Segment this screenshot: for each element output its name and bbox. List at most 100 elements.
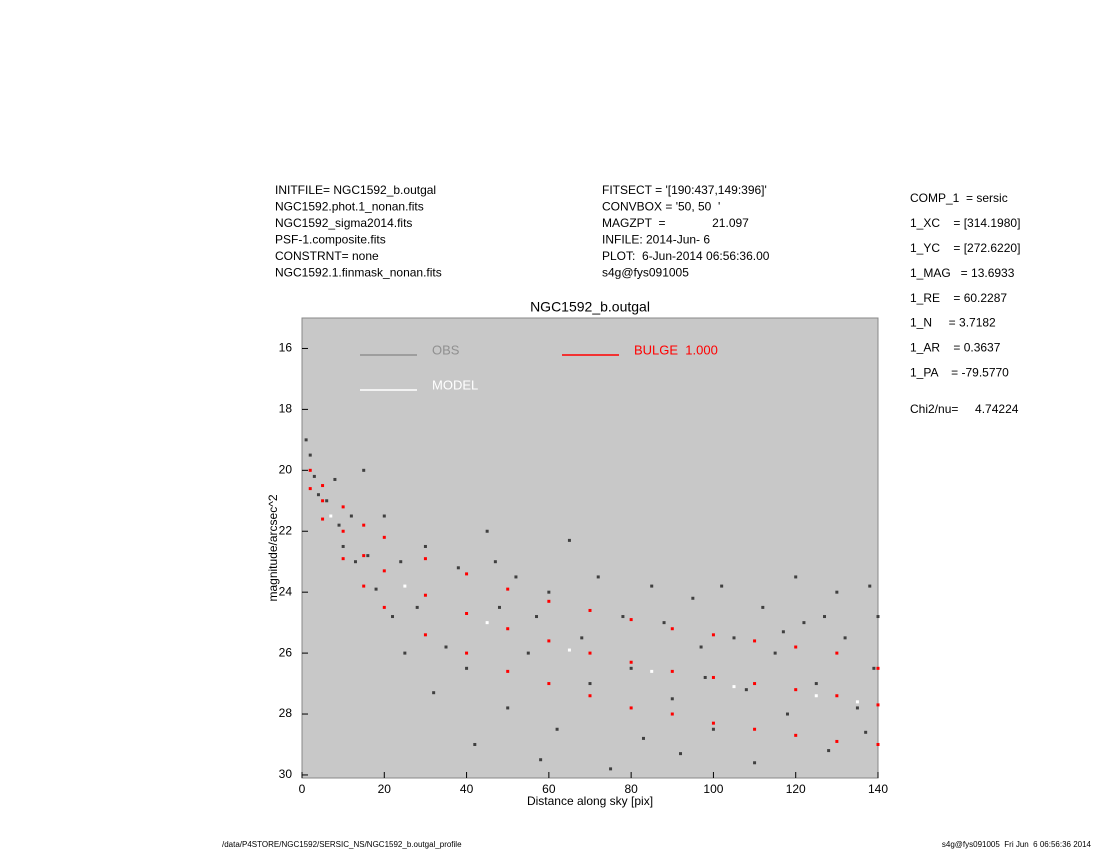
header-left-line: NGC1592.1.finmask_nonan.fits bbox=[275, 266, 442, 280]
point bbox=[876, 703, 880, 707]
legend-label: BULGE 1.000 bbox=[634, 342, 718, 357]
x-tick-label: 140 bbox=[868, 782, 888, 796]
parameter-line: 1_RE = 60.2287 bbox=[910, 291, 1007, 305]
point bbox=[403, 651, 407, 655]
point bbox=[711, 633, 715, 637]
point bbox=[629, 666, 633, 670]
point bbox=[876, 666, 880, 670]
plot-area bbox=[301, 317, 879, 779]
point bbox=[465, 611, 469, 615]
point bbox=[362, 584, 366, 588]
point bbox=[514, 575, 518, 579]
point bbox=[506, 669, 510, 673]
point bbox=[362, 468, 366, 472]
point bbox=[711, 727, 715, 731]
point bbox=[609, 767, 613, 771]
point bbox=[465, 572, 469, 576]
y-tick-label: 30 bbox=[279, 767, 293, 781]
point bbox=[382, 535, 386, 539]
parameter-line: 1_MAG = 13.6933 bbox=[910, 266, 1015, 280]
point bbox=[588, 694, 592, 698]
point bbox=[855, 700, 859, 704]
point bbox=[382, 569, 386, 573]
point bbox=[753, 761, 757, 765]
x-tick-label: 80 bbox=[624, 782, 638, 796]
point bbox=[341, 505, 345, 509]
point bbox=[547, 590, 551, 594]
point bbox=[308, 487, 312, 491]
header-left-line: CONSTRNT= none bbox=[275, 249, 379, 263]
point bbox=[720, 584, 724, 588]
point bbox=[814, 682, 818, 686]
point bbox=[662, 621, 666, 625]
point bbox=[802, 621, 806, 625]
point bbox=[366, 554, 370, 558]
point bbox=[794, 688, 798, 692]
point bbox=[835, 694, 839, 698]
point bbox=[506, 587, 510, 591]
point bbox=[485, 621, 489, 625]
point bbox=[650, 669, 654, 673]
point bbox=[493, 560, 497, 564]
point bbox=[785, 712, 789, 716]
point bbox=[843, 636, 847, 640]
point bbox=[794, 645, 798, 649]
point bbox=[456, 566, 460, 570]
point bbox=[333, 477, 337, 481]
point bbox=[588, 608, 592, 612]
point bbox=[670, 627, 674, 631]
header-left-line: NGC1592.phot.1_nonan.fits bbox=[275, 200, 424, 214]
point bbox=[415, 605, 419, 609]
point bbox=[641, 736, 645, 740]
legend-label: MODEL bbox=[432, 377, 478, 392]
point bbox=[621, 615, 625, 619]
header-middle-line: s4g@fys091005 bbox=[602, 266, 689, 280]
point bbox=[629, 618, 633, 622]
point bbox=[773, 651, 777, 655]
point bbox=[876, 742, 880, 746]
point bbox=[580, 636, 584, 640]
y-tick-label: 28 bbox=[279, 706, 293, 720]
header-left-line: NGC1592_sigma2014.fits bbox=[275, 216, 412, 230]
x-tick-label: 0 bbox=[299, 782, 306, 796]
legend-label: OBS bbox=[432, 342, 460, 357]
point bbox=[835, 590, 839, 594]
point bbox=[473, 742, 477, 746]
point bbox=[794, 733, 798, 737]
point bbox=[391, 615, 395, 619]
point bbox=[321, 499, 325, 503]
point bbox=[761, 605, 765, 609]
point bbox=[497, 605, 501, 609]
y-axis-label: magnitude/arcsec^2 bbox=[266, 494, 280, 601]
header-middle-line: FITSECT = '[190:437,149:396]' bbox=[602, 183, 767, 197]
point bbox=[321, 484, 325, 488]
point bbox=[312, 474, 316, 478]
header-left-line: PSF-1.composite.fits bbox=[275, 233, 386, 247]
point bbox=[403, 584, 407, 588]
point bbox=[547, 682, 551, 686]
point bbox=[753, 682, 757, 686]
point bbox=[547, 599, 551, 603]
x-axis-label: Distance along sky [pix] bbox=[527, 794, 653, 808]
point bbox=[432, 691, 436, 695]
point bbox=[588, 651, 592, 655]
point bbox=[835, 739, 839, 743]
parameter-line: 1_AR = 0.3637 bbox=[910, 341, 1001, 355]
x-tick-label: 60 bbox=[542, 782, 556, 796]
point bbox=[753, 727, 757, 731]
point bbox=[781, 630, 785, 634]
point bbox=[353, 560, 357, 564]
point bbox=[308, 468, 312, 472]
point bbox=[382, 605, 386, 609]
footer-left: /data/P4STORE/NGC1592/SERSIC_NS/NGC1592_… bbox=[222, 840, 462, 849]
point bbox=[732, 685, 736, 689]
point bbox=[423, 557, 427, 561]
point bbox=[374, 587, 378, 591]
point bbox=[423, 544, 427, 548]
point bbox=[349, 514, 353, 518]
y-tick-label: 16 bbox=[279, 341, 293, 355]
point bbox=[506, 706, 510, 710]
point bbox=[341, 529, 345, 533]
parameter-line: 1_PA = -79.5770 bbox=[910, 365, 1009, 379]
